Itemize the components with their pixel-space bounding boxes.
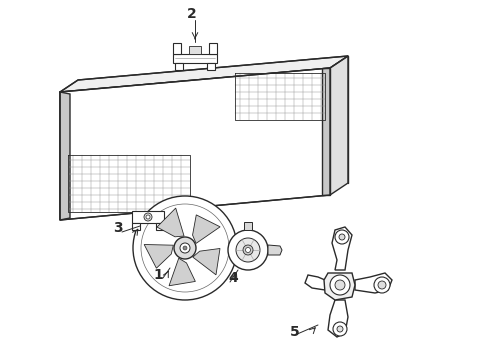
Circle shape bbox=[133, 196, 237, 300]
Circle shape bbox=[374, 277, 390, 293]
Circle shape bbox=[339, 234, 345, 240]
Polygon shape bbox=[244, 222, 252, 230]
Circle shape bbox=[335, 280, 345, 290]
Polygon shape bbox=[157, 208, 184, 237]
Text: 1: 1 bbox=[153, 268, 163, 282]
Circle shape bbox=[333, 322, 347, 336]
Circle shape bbox=[330, 275, 350, 295]
Circle shape bbox=[180, 243, 190, 253]
Polygon shape bbox=[322, 68, 330, 195]
Polygon shape bbox=[132, 223, 140, 230]
Polygon shape bbox=[60, 92, 70, 220]
Polygon shape bbox=[207, 63, 215, 70]
Text: 2: 2 bbox=[187, 7, 197, 21]
Circle shape bbox=[146, 215, 150, 219]
Circle shape bbox=[337, 326, 343, 332]
Polygon shape bbox=[330, 56, 348, 195]
Polygon shape bbox=[144, 244, 173, 268]
Circle shape bbox=[183, 246, 187, 250]
Circle shape bbox=[228, 230, 268, 270]
Polygon shape bbox=[193, 215, 220, 243]
Polygon shape bbox=[132, 211, 164, 223]
Circle shape bbox=[245, 248, 250, 252]
Polygon shape bbox=[60, 68, 330, 220]
Circle shape bbox=[243, 245, 253, 255]
Polygon shape bbox=[173, 54, 217, 63]
Circle shape bbox=[141, 204, 229, 292]
Polygon shape bbox=[193, 248, 220, 275]
Circle shape bbox=[335, 230, 349, 244]
Polygon shape bbox=[332, 227, 352, 270]
Polygon shape bbox=[355, 273, 392, 293]
Polygon shape bbox=[169, 258, 196, 286]
Circle shape bbox=[144, 213, 152, 221]
Polygon shape bbox=[209, 43, 217, 54]
Polygon shape bbox=[60, 56, 348, 92]
Circle shape bbox=[236, 238, 260, 262]
Polygon shape bbox=[324, 273, 355, 300]
Circle shape bbox=[378, 281, 386, 289]
Text: 4: 4 bbox=[228, 271, 238, 285]
Text: 3: 3 bbox=[113, 221, 123, 235]
Polygon shape bbox=[173, 43, 181, 54]
Polygon shape bbox=[305, 275, 325, 290]
Polygon shape bbox=[268, 245, 282, 255]
Circle shape bbox=[174, 237, 196, 259]
Text: 5: 5 bbox=[290, 325, 300, 339]
Polygon shape bbox=[328, 300, 348, 337]
Polygon shape bbox=[156, 223, 164, 230]
Polygon shape bbox=[189, 46, 201, 54]
Polygon shape bbox=[175, 63, 183, 70]
